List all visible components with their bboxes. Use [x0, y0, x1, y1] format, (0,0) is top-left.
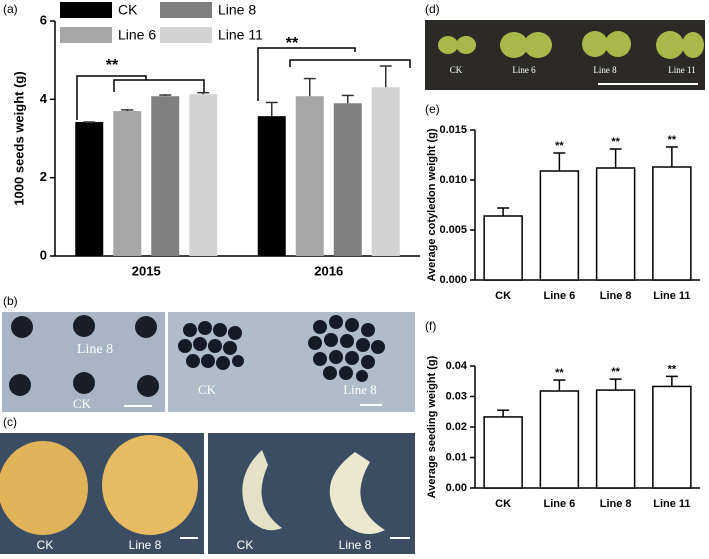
y-axis-label: Average seeding weight (g) [426, 355, 438, 498]
bar [483, 215, 523, 281]
panel-label: (d) [425, 2, 440, 16]
significance: ** [286, 35, 299, 52]
y-axis-label: 1000 seeds weight (g) [11, 71, 26, 205]
y-tick-label: 0.01 [446, 451, 467, 463]
embryo [329, 452, 385, 534]
x-tick-label: Line 11 [653, 498, 690, 510]
significance: ** [611, 366, 620, 378]
legend-label: Line 11 [218, 27, 263, 43]
photo-label: CK [73, 396, 92, 411]
x-tick-label: Line 11 [653, 290, 690, 302]
panel-label: (c) [3, 415, 17, 429]
y-tick-label: 0.000 [439, 274, 467, 286]
significance: ** [668, 134, 677, 146]
x-tick-label: 2016 [314, 263, 343, 278]
panel-label: (f) [425, 319, 436, 333]
y-axis-label: Average cotyledon weight (g) [426, 128, 438, 281]
significance: ** [611, 136, 620, 148]
legend-label: CK [118, 2, 138, 18]
y-tick-label: 2 [40, 169, 47, 184]
significance: ** [106, 57, 119, 74]
photo-label: CK [237, 538, 254, 552]
bar [539, 170, 580, 281]
y-tick-label: 6 [40, 12, 47, 27]
bar [333, 103, 362, 256]
bar [113, 111, 142, 256]
bar [75, 122, 104, 256]
significance: ** [555, 367, 564, 379]
y-tick-label: 0 [40, 247, 47, 262]
bar [189, 94, 218, 256]
significance: ** [555, 140, 564, 152]
panel-label: (b) [3, 294, 18, 308]
legend-swatch [60, 2, 112, 18]
x-tick-label: Line 8 [600, 290, 632, 302]
seeds [9, 315, 159, 397]
photo-label: Line 8 [129, 538, 162, 552]
legend-swatch [160, 27, 212, 43]
photo-label: CK [198, 382, 217, 397]
y-tick-label: 0.00 [446, 482, 467, 494]
bar [257, 116, 286, 256]
seed [102, 435, 198, 535]
x-tick-label: 2015 [132, 263, 161, 278]
x-tick-label: Line 6 [543, 498, 575, 510]
bar [151, 96, 180, 256]
y-tick-label: 0.02 [446, 421, 467, 433]
photo-label: Line 8 [593, 65, 617, 75]
embryo [242, 450, 282, 531]
y-tick-label: 0.015 [439, 124, 467, 136]
bar [295, 96, 324, 256]
legend-swatch [160, 2, 212, 18]
bar [371, 87, 400, 256]
y-tick-label: 0.03 [446, 390, 467, 402]
photo-label: CK [450, 65, 463, 75]
bracket [76, 47, 411, 120]
bar [652, 166, 692, 281]
y-tick-label: 0.04 [446, 360, 468, 372]
panel-label: (a) [3, 2, 18, 16]
y-tick-label: 4 [40, 91, 48, 106]
seedlings [438, 31, 704, 59]
bar [652, 385, 692, 489]
photo-label: CK [37, 538, 54, 552]
photo-label: Line 8 [339, 538, 372, 552]
panel-label: (e) [425, 102, 440, 116]
photo-label: Line 8 [343, 382, 377, 397]
x-tick-label: Line 6 [543, 290, 575, 302]
seed [0, 441, 88, 535]
y-tick-label: 0.010 [439, 174, 467, 186]
legend-swatch [60, 27, 112, 43]
bar [595, 167, 636, 281]
photo-label: Line 8 [77, 342, 113, 357]
legend-label: Line 8 [218, 2, 256, 18]
photo [425, 20, 705, 90]
x-tick-label: CK [495, 498, 511, 510]
bar [539, 390, 580, 489]
legend-label: Line 6 [118, 27, 156, 43]
photo-label: Line 11 [668, 65, 695, 75]
bar [595, 389, 636, 489]
photo-label: Line 6 [512, 65, 536, 75]
significance: ** [668, 363, 677, 375]
x-tick-label: CK [495, 290, 511, 302]
bar [483, 416, 523, 489]
y-tick-label: 0.005 [439, 224, 467, 236]
photo [208, 433, 415, 554]
x-tick-label: Line 8 [600, 498, 632, 510]
seeds [178, 315, 385, 382]
